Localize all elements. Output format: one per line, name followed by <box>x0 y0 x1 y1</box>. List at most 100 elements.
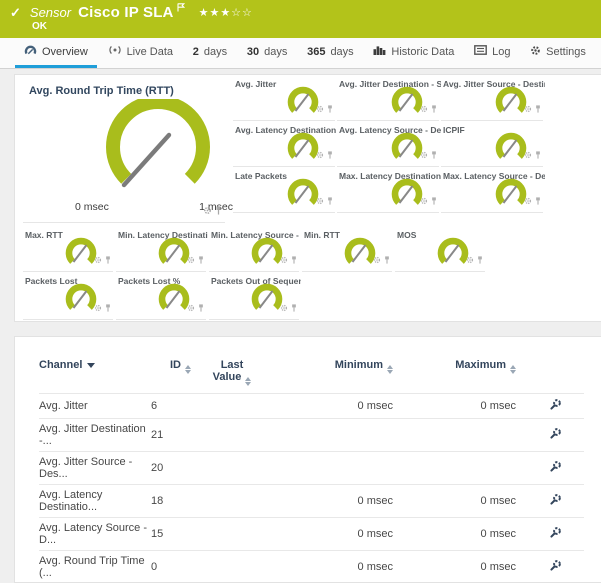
pin-icon[interactable] <box>327 192 333 210</box>
maximum-value <box>393 451 516 485</box>
gauge-cell: Min. Latency Destination - So... <box>116 226 208 272</box>
table-row: Avg. Round Trip Time (... 0 0 msec 0 msec <box>39 550 584 583</box>
mini-gauge <box>287 178 319 205</box>
mini-gauge <box>65 237 97 264</box>
pin-icon[interactable] <box>535 146 541 164</box>
gauge-settings-icon[interactable] <box>524 192 532 210</box>
channel-settings-icon[interactable] <box>516 451 584 485</box>
gauge-title: Avg. Round Trip Time (RTT) <box>29 85 174 97</box>
mini-gauge <box>287 132 319 159</box>
channel-name: Avg. Jitter <box>39 393 151 419</box>
gauge-settings-icon[interactable] <box>187 299 195 317</box>
channel-settings-icon[interactable] <box>516 484 584 518</box>
channel-id: 6 <box>151 393 191 419</box>
flag-icon[interactable] <box>177 0 185 17</box>
small-gauge-grid: Avg. Jitter Avg. Jitter Destination - So… <box>233 75 545 213</box>
small-gauge-row-mid: Max. RTT Min. Latency Destination - So..… <box>23 226 488 272</box>
gear-icon <box>530 45 541 59</box>
gauge-cell: Avg. Jitter Source - Destination <box>441 75 545 121</box>
gauge-settings-icon[interactable] <box>420 100 428 118</box>
pin-icon[interactable] <box>327 100 333 118</box>
table-row: Avg. Latency Destinatio... 18 0 msec 0 msec <box>39 484 584 518</box>
pin-icon[interactable] <box>431 100 437 118</box>
log-list-icon <box>474 45 487 58</box>
bar-chart-icon <box>373 45 386 58</box>
column-header-last-value[interactable]: Last Value <box>191 355 273 394</box>
channel-id: 0 <box>151 550 191 583</box>
pin-icon[interactable] <box>477 251 483 269</box>
gauge-settings-icon[interactable] <box>420 192 428 210</box>
tab-365-days[interactable]: 365 days <box>307 45 354 58</box>
column-header-minimum[interactable]: Minimum <box>273 355 393 394</box>
column-header-channel[interactable]: Channel <box>39 355 151 394</box>
pin-icon[interactable] <box>327 146 333 164</box>
column-header-maximum[interactable]: Maximum <box>393 355 516 394</box>
gauge-settings-icon[interactable] <box>280 251 288 269</box>
tab-overview[interactable]: Overview <box>15 38 97 68</box>
priority-stars[interactable]: ★★★☆☆ <box>198 7 253 19</box>
pin-icon[interactable] <box>105 299 111 317</box>
pin-icon[interactable] <box>198 299 204 317</box>
gauge-settings-icon[interactable] <box>466 251 474 269</box>
channel-id: 21 <box>151 418 191 452</box>
gauge-cell: Packets Lost <box>23 272 113 320</box>
mini-gauge <box>287 86 319 113</box>
channel-id: 18 <box>151 484 191 518</box>
mini-gauge <box>437 237 469 264</box>
tab-log[interactable]: Log <box>465 38 519 68</box>
column-header-id[interactable]: ID <box>151 355 191 394</box>
gauge-cell: Packets Lost % <box>116 272 206 320</box>
gauge-settings-icon[interactable] <box>316 146 324 164</box>
mini-gauge <box>391 178 423 205</box>
object-kind-label: Sensor <box>29 5 72 20</box>
table-row: Avg. Jitter 6 0 msec 0 msec <box>39 393 584 419</box>
gauge-settings-icon[interactable] <box>373 251 381 269</box>
channel-id: 20 <box>151 451 191 485</box>
pin-icon[interactable] <box>535 192 541 210</box>
gauge-settings-icon[interactable] <box>280 299 288 317</box>
gauge-cell: Late Packets <box>233 167 335 213</box>
last-value <box>191 550 273 583</box>
gauge-settings-icon[interactable] <box>203 202 212 220</box>
channel-name: Avg. Jitter Source - Des... <box>39 451 151 485</box>
pin-icon[interactable] <box>431 146 437 164</box>
channels-panel: Channel ID Last Value Minimum Maximum Avg… <box>14 336 601 583</box>
gauge-settings-icon[interactable] <box>420 146 428 164</box>
pin-icon[interactable] <box>535 100 541 118</box>
channel-settings-icon[interactable] <box>516 418 584 452</box>
mini-gauge <box>495 178 527 205</box>
minimum-value: 0 msec <box>273 484 393 518</box>
channel-settings-icon[interactable] <box>516 550 584 583</box>
gauge-cell: Avg. Jitter Destination - Source <box>337 75 441 121</box>
last-value <box>191 484 273 518</box>
channel-settings-icon[interactable] <box>516 393 584 419</box>
gauge-cell: Max. Latency Source - Destin... <box>441 167 545 213</box>
tab-historic-data[interactable]: Historic Data <box>364 38 463 68</box>
mini-gauge <box>251 237 283 264</box>
pin-icon[interactable] <box>198 251 204 269</box>
gauge-cell: Avg. Latency Destination - So... <box>233 121 337 167</box>
tab-settings[interactable]: Settings <box>521 38 595 68</box>
mini-gauge <box>391 132 423 159</box>
pin-icon[interactable] <box>384 251 390 269</box>
pin-icon[interactable] <box>105 251 111 269</box>
tab-30-days[interactable]: 30 days <box>246 45 288 58</box>
tab-live-data[interactable]: Live Data <box>99 38 182 68</box>
gauge-settings-icon[interactable] <box>316 100 324 118</box>
channel-id: 15 <box>151 517 191 551</box>
gauge-settings-icon[interactable] <box>316 192 324 210</box>
channel-settings-icon[interactable] <box>516 517 584 551</box>
pin-icon[interactable] <box>431 192 437 210</box>
mini-gauge <box>65 283 97 310</box>
gauge-settings-icon[interactable] <box>524 100 532 118</box>
live-signal-icon <box>108 45 122 58</box>
gauge-settings-icon[interactable] <box>524 146 532 164</box>
pin-icon[interactable] <box>291 299 297 317</box>
maximum-value: 0 msec <box>393 517 516 551</box>
pin-icon[interactable] <box>291 251 297 269</box>
tab-2-days[interactable]: 2 days <box>192 45 228 58</box>
gauge-settings-icon[interactable] <box>94 251 102 269</box>
pin-icon[interactable] <box>215 202 222 220</box>
gauge-settings-icon[interactable] <box>94 299 102 317</box>
gauge-settings-icon[interactable] <box>187 251 195 269</box>
